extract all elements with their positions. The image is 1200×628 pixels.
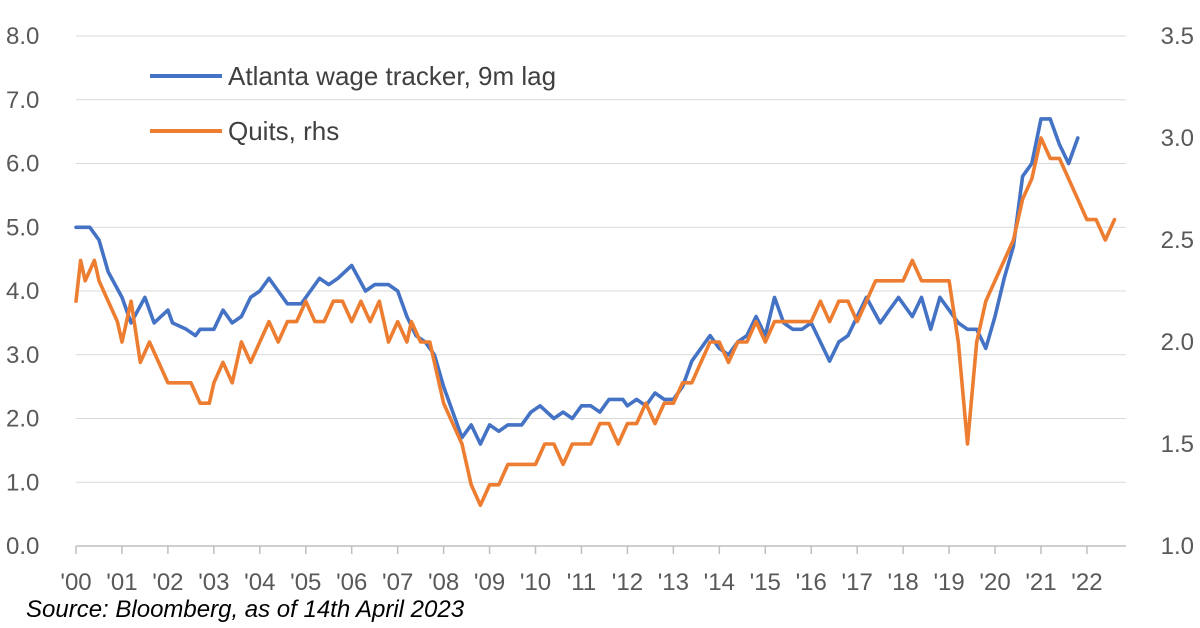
x-tick-label: '13 bbox=[658, 569, 689, 596]
y-left-tick-label: 2.0 bbox=[6, 406, 39, 433]
y-left-tick-label: 1.0 bbox=[6, 469, 39, 496]
x-axis: '00 '01 '02 '03 '04 '05 '06 '07 '08 '09 '10 '11 '12 '… bbox=[60, 545, 1126, 596]
x-tick-label: '11 bbox=[567, 569, 597, 596]
legend-label-wage: Atlanta wage tracker, 9m lag bbox=[228, 61, 556, 91]
x-tick-label: '17 bbox=[842, 569, 873, 596]
x-tick-label: '00 bbox=[60, 569, 91, 596]
x-tick-label: '20 bbox=[979, 569, 1010, 596]
y-right-axis: 1.0 1.5 2.0 2.5 3.0 3.5 bbox=[1161, 23, 1194, 560]
x-tick-label: '06 bbox=[336, 569, 367, 596]
x-tick-label: '01 bbox=[106, 569, 137, 596]
y-right-tick-label: 1.5 bbox=[1161, 431, 1194, 458]
x-tick-label: '02 bbox=[152, 569, 183, 596]
x-tick-label: '05 bbox=[290, 569, 321, 596]
y-right-tick-label: 3.5 bbox=[1161, 23, 1194, 50]
y-right-tick-label: 2.5 bbox=[1161, 227, 1194, 254]
y-left-tick-label: 6.0 bbox=[6, 151, 39, 178]
legend-label-quits: Quits, rhs bbox=[228, 116, 339, 146]
x-tick-label: '15 bbox=[750, 569, 781, 596]
x-tick-label: '09 bbox=[474, 569, 505, 596]
y-left-tick-label: 4.0 bbox=[6, 278, 39, 305]
y-right-tick-label: 2.0 bbox=[1161, 329, 1194, 356]
x-tick-label: '07 bbox=[382, 569, 413, 596]
y-right-tick-label: 3.0 bbox=[1161, 125, 1194, 152]
gridlines bbox=[76, 35, 1126, 483]
y-left-tick-label: 7.0 bbox=[6, 87, 39, 114]
y-left-tick-label: 8.0 bbox=[6, 23, 39, 50]
y-left-tick-label: 5.0 bbox=[6, 214, 39, 241]
x-tick-label: '03 bbox=[198, 569, 229, 596]
source-note: Source: Bloomberg, as of 14th April 2023 bbox=[26, 596, 465, 623]
x-tick-label: '04 bbox=[244, 569, 275, 596]
x-tick-label: '21 bbox=[1025, 569, 1056, 596]
x-tick-label: '18 bbox=[887, 569, 918, 596]
legend: Atlanta wage tracker, 9m lag Quits, rhs bbox=[150, 61, 556, 146]
y-right-tick-label: 1.0 bbox=[1161, 533, 1194, 560]
y-left-axis: 0.0 1.0 2.0 3.0 4.0 5.0 6.0 7.0 8.0 bbox=[6, 23, 39, 560]
x-tick-label: '14 bbox=[704, 569, 735, 596]
x-tick-label: '12 bbox=[612, 569, 643, 596]
x-tick-label: '22 bbox=[1071, 569, 1102, 596]
x-tick-label: '08 bbox=[428, 569, 459, 596]
x-tick-label: '10 bbox=[520, 569, 551, 596]
series-line-wage-tracker bbox=[74, 117, 1080, 446]
series-line-quits bbox=[74, 136, 1117, 508]
series-lines bbox=[74, 117, 1117, 508]
x-tick-label: '16 bbox=[796, 569, 827, 596]
y-left-tick-label: 0.0 bbox=[6, 533, 39, 560]
y-left-tick-label: 3.0 bbox=[6, 342, 39, 369]
x-tick-label: '19 bbox=[933, 569, 964, 596]
